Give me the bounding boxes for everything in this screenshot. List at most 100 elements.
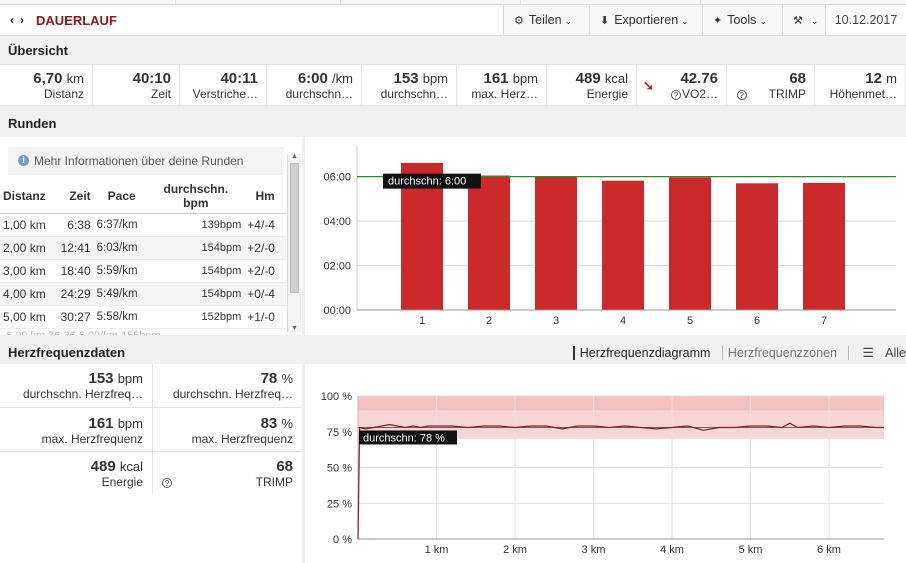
hr-stat-label-text: durchschn. Herzfreq… xyxy=(22,387,143,401)
hr-header: Herzfrequenzdaten Herzfrequenzdiagramm H… xyxy=(0,340,906,364)
hr-stats: 153 bpm durchschn. Herzfreq… 78 % durchschn… xyxy=(0,364,302,563)
metric-label-text: durchschn… xyxy=(380,87,448,101)
lap-avg-bpm: 154bpm xyxy=(147,259,245,283)
bar[interactable] xyxy=(736,183,778,310)
x-tick-label: 2 km xyxy=(503,544,527,556)
settings-button[interactable]: ⚒ ⌄ xyxy=(782,5,825,35)
lap-avg-bpm: 154bpm xyxy=(147,282,245,306)
bar[interactable] xyxy=(602,180,644,310)
y-tick-label: 100 % xyxy=(321,391,352,403)
top-strip xyxy=(0,0,906,5)
export-button[interactable]: ⬇ Exportieren ⌄ xyxy=(589,5,702,35)
metric-label: Zeit xyxy=(93,87,171,101)
col-distance[interactable]: Distanz xyxy=(0,179,58,214)
laps-scrollbar[interactable]: ▲ ▼ xyxy=(287,153,301,332)
help-icon[interactable]: ? xyxy=(162,478,172,488)
laps-bar-chart: 00:00 02:00 04:00 06:00 1 2 3 4 5 6 7 durchschn: 6:… xyxy=(323,147,896,327)
metric-unit: bpm xyxy=(422,71,448,86)
scroll-down-icon[interactable]: ▼ xyxy=(291,325,298,332)
laps-panel: i Mehr Informationen über deine Runden D… xyxy=(0,137,302,335)
x-tick-label: 1 xyxy=(419,315,425,327)
metric-0: 6,70 km Distanz xyxy=(0,65,93,107)
hr-stat-label-text: Energie xyxy=(101,475,143,489)
hr-stat-label-text: TRIMP xyxy=(255,475,293,489)
x-tick-label: 6 km xyxy=(817,544,841,556)
hr-title: Herzfrequenzdaten xyxy=(8,345,126,360)
laps-info-link[interactable]: i Mehr Informationen über deine Runden xyxy=(8,147,284,175)
col-pace[interactable]: Pace xyxy=(93,179,148,214)
bar[interactable] xyxy=(803,182,845,310)
metric-label: Energie xyxy=(547,87,628,101)
y-tick-label: 0 % xyxy=(333,534,352,546)
hr-stat-value: 153 bpm xyxy=(0,370,144,387)
metric-label: Distanz xyxy=(0,87,84,101)
chevron-left-icon[interactable]: ‹ xyxy=(10,13,14,27)
tab-hr-diagram[interactable]: Herzfrequenzdiagramm xyxy=(572,346,711,360)
metric-7: 42.76? VO2… ➘ xyxy=(637,65,727,107)
bar[interactable] xyxy=(535,177,577,310)
lap-elevation: +2/-0 xyxy=(244,236,286,260)
col-time[interactable]: Zeit xyxy=(57,179,94,214)
metric-value: 6:00 /km xyxy=(267,70,353,87)
metric-number: 161 xyxy=(483,70,509,87)
hr-stat-label: max. Herzfrequenz xyxy=(152,432,293,446)
table-row[interactable]: 2,00 km 12:41 6:03/km 154bpm +2/-0 xyxy=(0,236,286,260)
x-tick-label: 4 km xyxy=(660,544,684,556)
tab-hr-zones[interactable]: Herzfrequenzzonen xyxy=(721,346,837,360)
scroll-up-icon[interactable]: ▲ xyxy=(291,153,298,160)
metric-label-text: Verstriche… xyxy=(192,87,258,101)
laps-table: Distanz Zeit Pace durchschn. bpm Hm 1,00… xyxy=(0,179,286,329)
col-elevation[interactable]: Hm xyxy=(244,179,286,214)
lap-distance: 3,00 km xyxy=(0,259,58,283)
laps-info-text: Mehr Informationen über deine Runden xyxy=(34,154,244,168)
share-button[interactable]: ⚙ Teilen ⌄ xyxy=(503,5,589,35)
metric-value: 42.76 xyxy=(637,70,718,87)
col-avg-bpm[interactable]: durchschn. bpm xyxy=(147,179,245,214)
lap-avg-bpm: 154bpm xyxy=(147,236,245,260)
chevron-right-icon[interactable]: › xyxy=(20,13,24,27)
table-row[interactable]: 4,00 km 24:29 5:49/km 154bpm +0/-4 xyxy=(0,282,286,306)
metric-value: 12 m xyxy=(815,70,897,87)
metric-number: 153 xyxy=(393,70,419,87)
metric-unit: m xyxy=(886,71,897,86)
tab-all[interactable]: ☰ Alle xyxy=(848,346,906,360)
help-icon[interactable]: ? xyxy=(670,90,681,100)
average-tooltip: durchschn: 6:00 xyxy=(388,176,466,188)
scrollbar-thumb[interactable] xyxy=(290,163,299,293)
share-label: Teilen xyxy=(528,13,562,27)
table-row[interactable]: 5,00 km 30:27 5:58/km 152bpm +1/-0 xyxy=(0,305,286,329)
average-tooltip-bg xyxy=(383,173,481,189)
hr-stat-0: 153 bpm durchschn. Herzfreq… xyxy=(0,370,143,401)
bar[interactable] xyxy=(468,175,510,310)
metric-unit: bpm xyxy=(512,71,538,86)
metric-number: 489 xyxy=(575,70,601,87)
lap-time: 12:41 xyxy=(57,236,94,260)
x-tick-label: 2 xyxy=(486,315,492,327)
overview-title: Übersicht xyxy=(8,43,68,58)
lap-pace: 6:37/km xyxy=(93,213,148,237)
metric-label: Verstriche… xyxy=(180,87,258,101)
lap-elevation: +4/-4 xyxy=(244,213,286,237)
lap-pace: 6:03/km xyxy=(93,236,148,260)
metric-label-text: VO2… xyxy=(681,87,718,101)
metric-number: 42.76 xyxy=(680,70,718,87)
x-tick-label: 5 xyxy=(687,315,693,327)
table-row[interactable]: 1,00 km 6:38 6:37/km 139bpm +4/-4 xyxy=(0,213,286,237)
lap-pace: 5:49/km xyxy=(93,282,148,306)
average-tooltip-bg xyxy=(359,430,457,445)
help-icon[interactable]: ? xyxy=(736,90,747,100)
bar[interactable] xyxy=(669,177,711,310)
wrench-icon: ⚒ xyxy=(793,15,803,27)
average-tooltip: durchschn: 78 % xyxy=(363,432,445,444)
hr-stat-value: 489 kcal xyxy=(0,458,143,475)
metric-number: 40:11 xyxy=(220,70,258,87)
info-icon: i xyxy=(18,155,29,166)
y-tick-label: 00:00 xyxy=(323,305,351,317)
table-row[interactable]: 3,00 km 18:40 5:59/km 154bpm +2/-0 xyxy=(0,259,286,283)
metric-value: 161 bpm xyxy=(457,70,539,87)
tools-button[interactable]: ✦ Tools ⌄ xyxy=(702,5,782,35)
hr-stat-label: max. Herzfrequenz xyxy=(0,432,143,446)
laps-title: Runden xyxy=(8,116,57,131)
metric-value: 40:11 xyxy=(180,70,258,87)
hr-series-line[interactable] xyxy=(357,422,884,540)
